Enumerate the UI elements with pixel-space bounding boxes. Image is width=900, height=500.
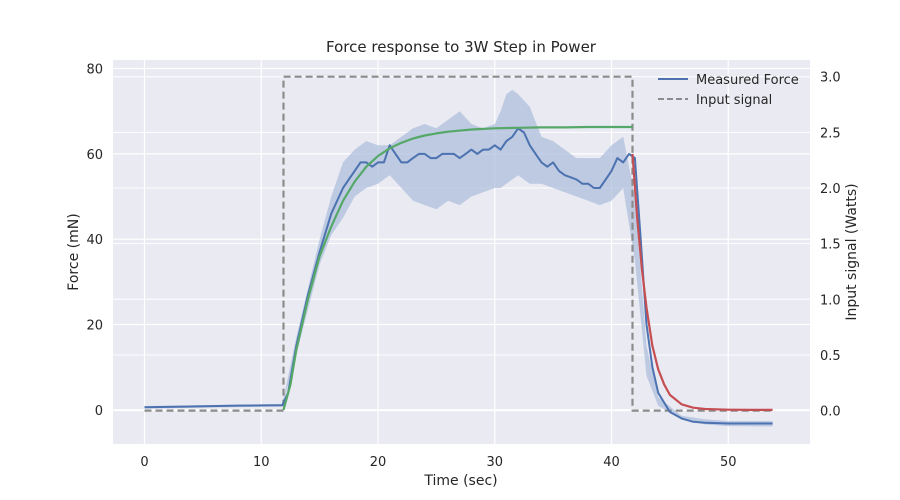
x-tick-label: 50 — [720, 455, 737, 470]
x-axis-label: Time (sec) — [423, 473, 497, 489]
y2-axis-label: Input signal (Watts) — [844, 183, 860, 320]
legend: Measured Force Input signal — [658, 73, 799, 108]
y2-axis-ticks: 0.0 0.5 1.0 1.5 2.0 2.5 3.0 — [820, 71, 841, 420]
rise-fit-line — [282, 125, 633, 411]
y-tick-label: 80 — [86, 63, 103, 78]
confidence-band — [144, 89, 773, 427]
x-axis-ticks: 0 10 20 30 40 50 — [140, 455, 736, 470]
decay-fit-line — [631, 153, 773, 411]
y-axis-ticks: 0 20 40 60 80 — [86, 63, 103, 419]
y-tick-label: 0 — [95, 404, 103, 419]
x-tick-label: 0 — [140, 455, 148, 470]
y2-tick-label: 1.0 — [820, 293, 841, 308]
chart-title: Force response to 3W Step in Power — [326, 38, 597, 56]
y2-tick-label: 3.0 — [820, 71, 841, 86]
y2-tick-label: 0.5 — [820, 349, 841, 364]
y-axis-label: Force (mN) — [66, 213, 82, 290]
data-layer — [144, 75, 773, 427]
x-tick-label: 30 — [487, 455, 504, 470]
legend-label-input-signal: Input signal — [696, 93, 772, 108]
measured-force-line — [144, 127, 773, 425]
y-tick-label: 60 — [86, 148, 103, 163]
y2-tick-label: 2.5 — [820, 126, 841, 141]
y-tick-label: 20 — [86, 319, 103, 334]
x-tick-label: 20 — [370, 455, 387, 470]
y2-tick-label: 1.5 — [820, 238, 841, 253]
x-tick-label: 10 — [253, 455, 270, 470]
y-tick-label: 40 — [86, 233, 103, 248]
y2-tick-label: 2.0 — [820, 182, 841, 197]
legend-label-measured-force: Measured Force — [696, 73, 799, 88]
y2-tick-label: 0.0 — [820, 405, 841, 420]
input-signal-line — [144, 75, 773, 412]
x-tick-label: 40 — [603, 455, 620, 470]
